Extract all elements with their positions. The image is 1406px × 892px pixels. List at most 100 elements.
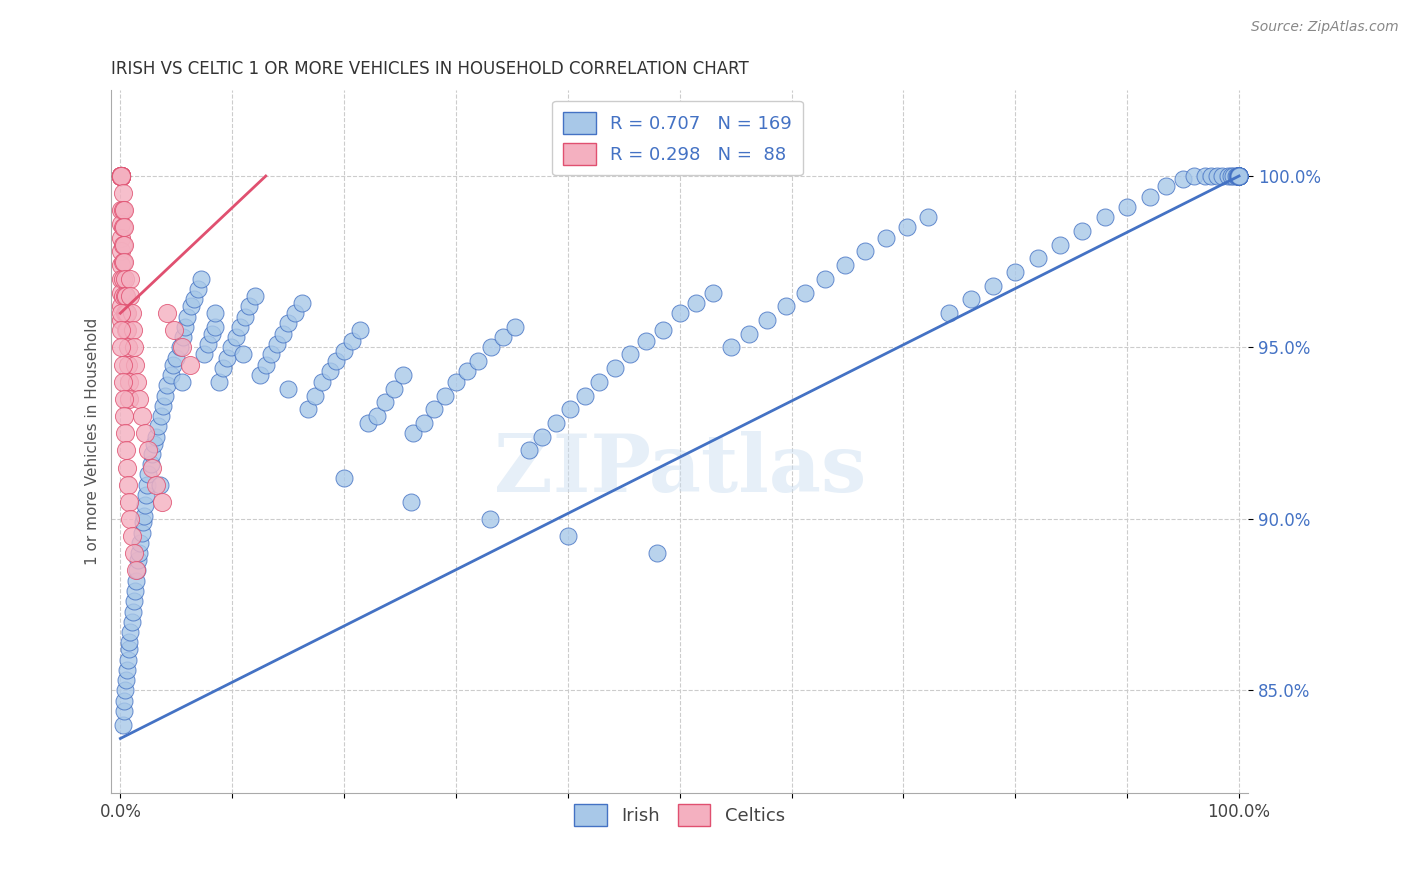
Point bbox=[356, 416, 378, 430]
Point bbox=[127, 375, 149, 389]
Point bbox=[128, 546, 150, 560]
Point bbox=[444, 375, 467, 389]
Point bbox=[122, 594, 145, 608]
Point bbox=[1227, 169, 1250, 183]
Point bbox=[478, 512, 501, 526]
Point bbox=[1227, 169, 1250, 183]
Point bbox=[112, 220, 135, 235]
Point bbox=[1220, 169, 1243, 183]
Point bbox=[557, 529, 579, 543]
Point bbox=[959, 293, 981, 307]
Point bbox=[1227, 169, 1250, 183]
Point bbox=[124, 584, 146, 599]
Point bbox=[136, 477, 159, 491]
Point bbox=[318, 364, 340, 378]
Point bbox=[111, 272, 134, 286]
Point bbox=[1227, 169, 1250, 183]
Point bbox=[132, 516, 155, 530]
Point bbox=[115, 306, 138, 320]
Point bbox=[111, 254, 134, 268]
Point bbox=[110, 341, 132, 355]
Point bbox=[156, 306, 179, 320]
Point bbox=[1226, 169, 1249, 183]
Point bbox=[112, 704, 135, 718]
Point bbox=[304, 388, 326, 402]
Point bbox=[139, 457, 162, 471]
Point bbox=[1227, 169, 1250, 183]
Point bbox=[311, 375, 333, 389]
Point bbox=[467, 354, 489, 368]
Point bbox=[111, 358, 134, 372]
Point bbox=[110, 169, 132, 183]
Point bbox=[297, 402, 319, 417]
Point bbox=[111, 375, 134, 389]
Point bbox=[114, 683, 136, 698]
Point bbox=[170, 375, 193, 389]
Point bbox=[174, 319, 197, 334]
Point bbox=[132, 508, 155, 523]
Point bbox=[1139, 189, 1161, 203]
Point bbox=[422, 402, 444, 417]
Point bbox=[122, 546, 145, 560]
Point bbox=[110, 169, 132, 183]
Point bbox=[254, 358, 277, 372]
Point bbox=[366, 409, 388, 423]
Point bbox=[340, 334, 363, 348]
Point bbox=[201, 326, 224, 341]
Point bbox=[111, 237, 134, 252]
Point bbox=[187, 282, 209, 296]
Point bbox=[125, 574, 148, 588]
Point bbox=[1222, 169, 1244, 183]
Point bbox=[1171, 172, 1194, 186]
Point bbox=[544, 416, 567, 430]
Point bbox=[118, 495, 141, 509]
Point bbox=[738, 326, 761, 341]
Point bbox=[115, 443, 138, 458]
Point bbox=[165, 351, 187, 365]
Point bbox=[136, 467, 159, 482]
Point bbox=[260, 347, 283, 361]
Point bbox=[588, 375, 610, 389]
Point bbox=[232, 347, 254, 361]
Point bbox=[875, 231, 897, 245]
Point bbox=[1227, 169, 1250, 183]
Text: ZIPatlas: ZIPatlas bbox=[494, 431, 866, 509]
Point bbox=[121, 605, 143, 619]
Point bbox=[141, 447, 163, 461]
Point bbox=[204, 319, 226, 334]
Point bbox=[124, 358, 146, 372]
Point bbox=[120, 272, 142, 286]
Point bbox=[215, 351, 238, 365]
Point bbox=[162, 358, 184, 372]
Text: Source: ZipAtlas.com: Source: ZipAtlas.com bbox=[1251, 20, 1399, 34]
Point bbox=[197, 337, 219, 351]
Point bbox=[668, 306, 690, 320]
Point bbox=[112, 254, 135, 268]
Point bbox=[110, 258, 132, 272]
Point bbox=[1227, 169, 1250, 183]
Point bbox=[333, 343, 356, 358]
Point bbox=[127, 563, 149, 577]
Point bbox=[249, 368, 271, 382]
Point bbox=[855, 244, 877, 259]
Point bbox=[651, 323, 673, 337]
Point bbox=[1227, 169, 1250, 183]
Point bbox=[163, 323, 186, 337]
Point bbox=[159, 368, 181, 382]
Point bbox=[134, 426, 156, 441]
Point bbox=[120, 512, 142, 526]
Point bbox=[193, 347, 215, 361]
Point bbox=[233, 310, 256, 324]
Point bbox=[1227, 169, 1250, 183]
Point bbox=[1227, 169, 1250, 183]
Point bbox=[243, 289, 266, 303]
Point bbox=[1199, 169, 1222, 183]
Point bbox=[179, 358, 201, 372]
Point bbox=[145, 430, 167, 444]
Point bbox=[110, 285, 132, 300]
Point bbox=[619, 347, 641, 361]
Point bbox=[412, 416, 434, 430]
Point bbox=[121, 615, 143, 629]
Point bbox=[1227, 169, 1250, 183]
Point bbox=[229, 319, 252, 334]
